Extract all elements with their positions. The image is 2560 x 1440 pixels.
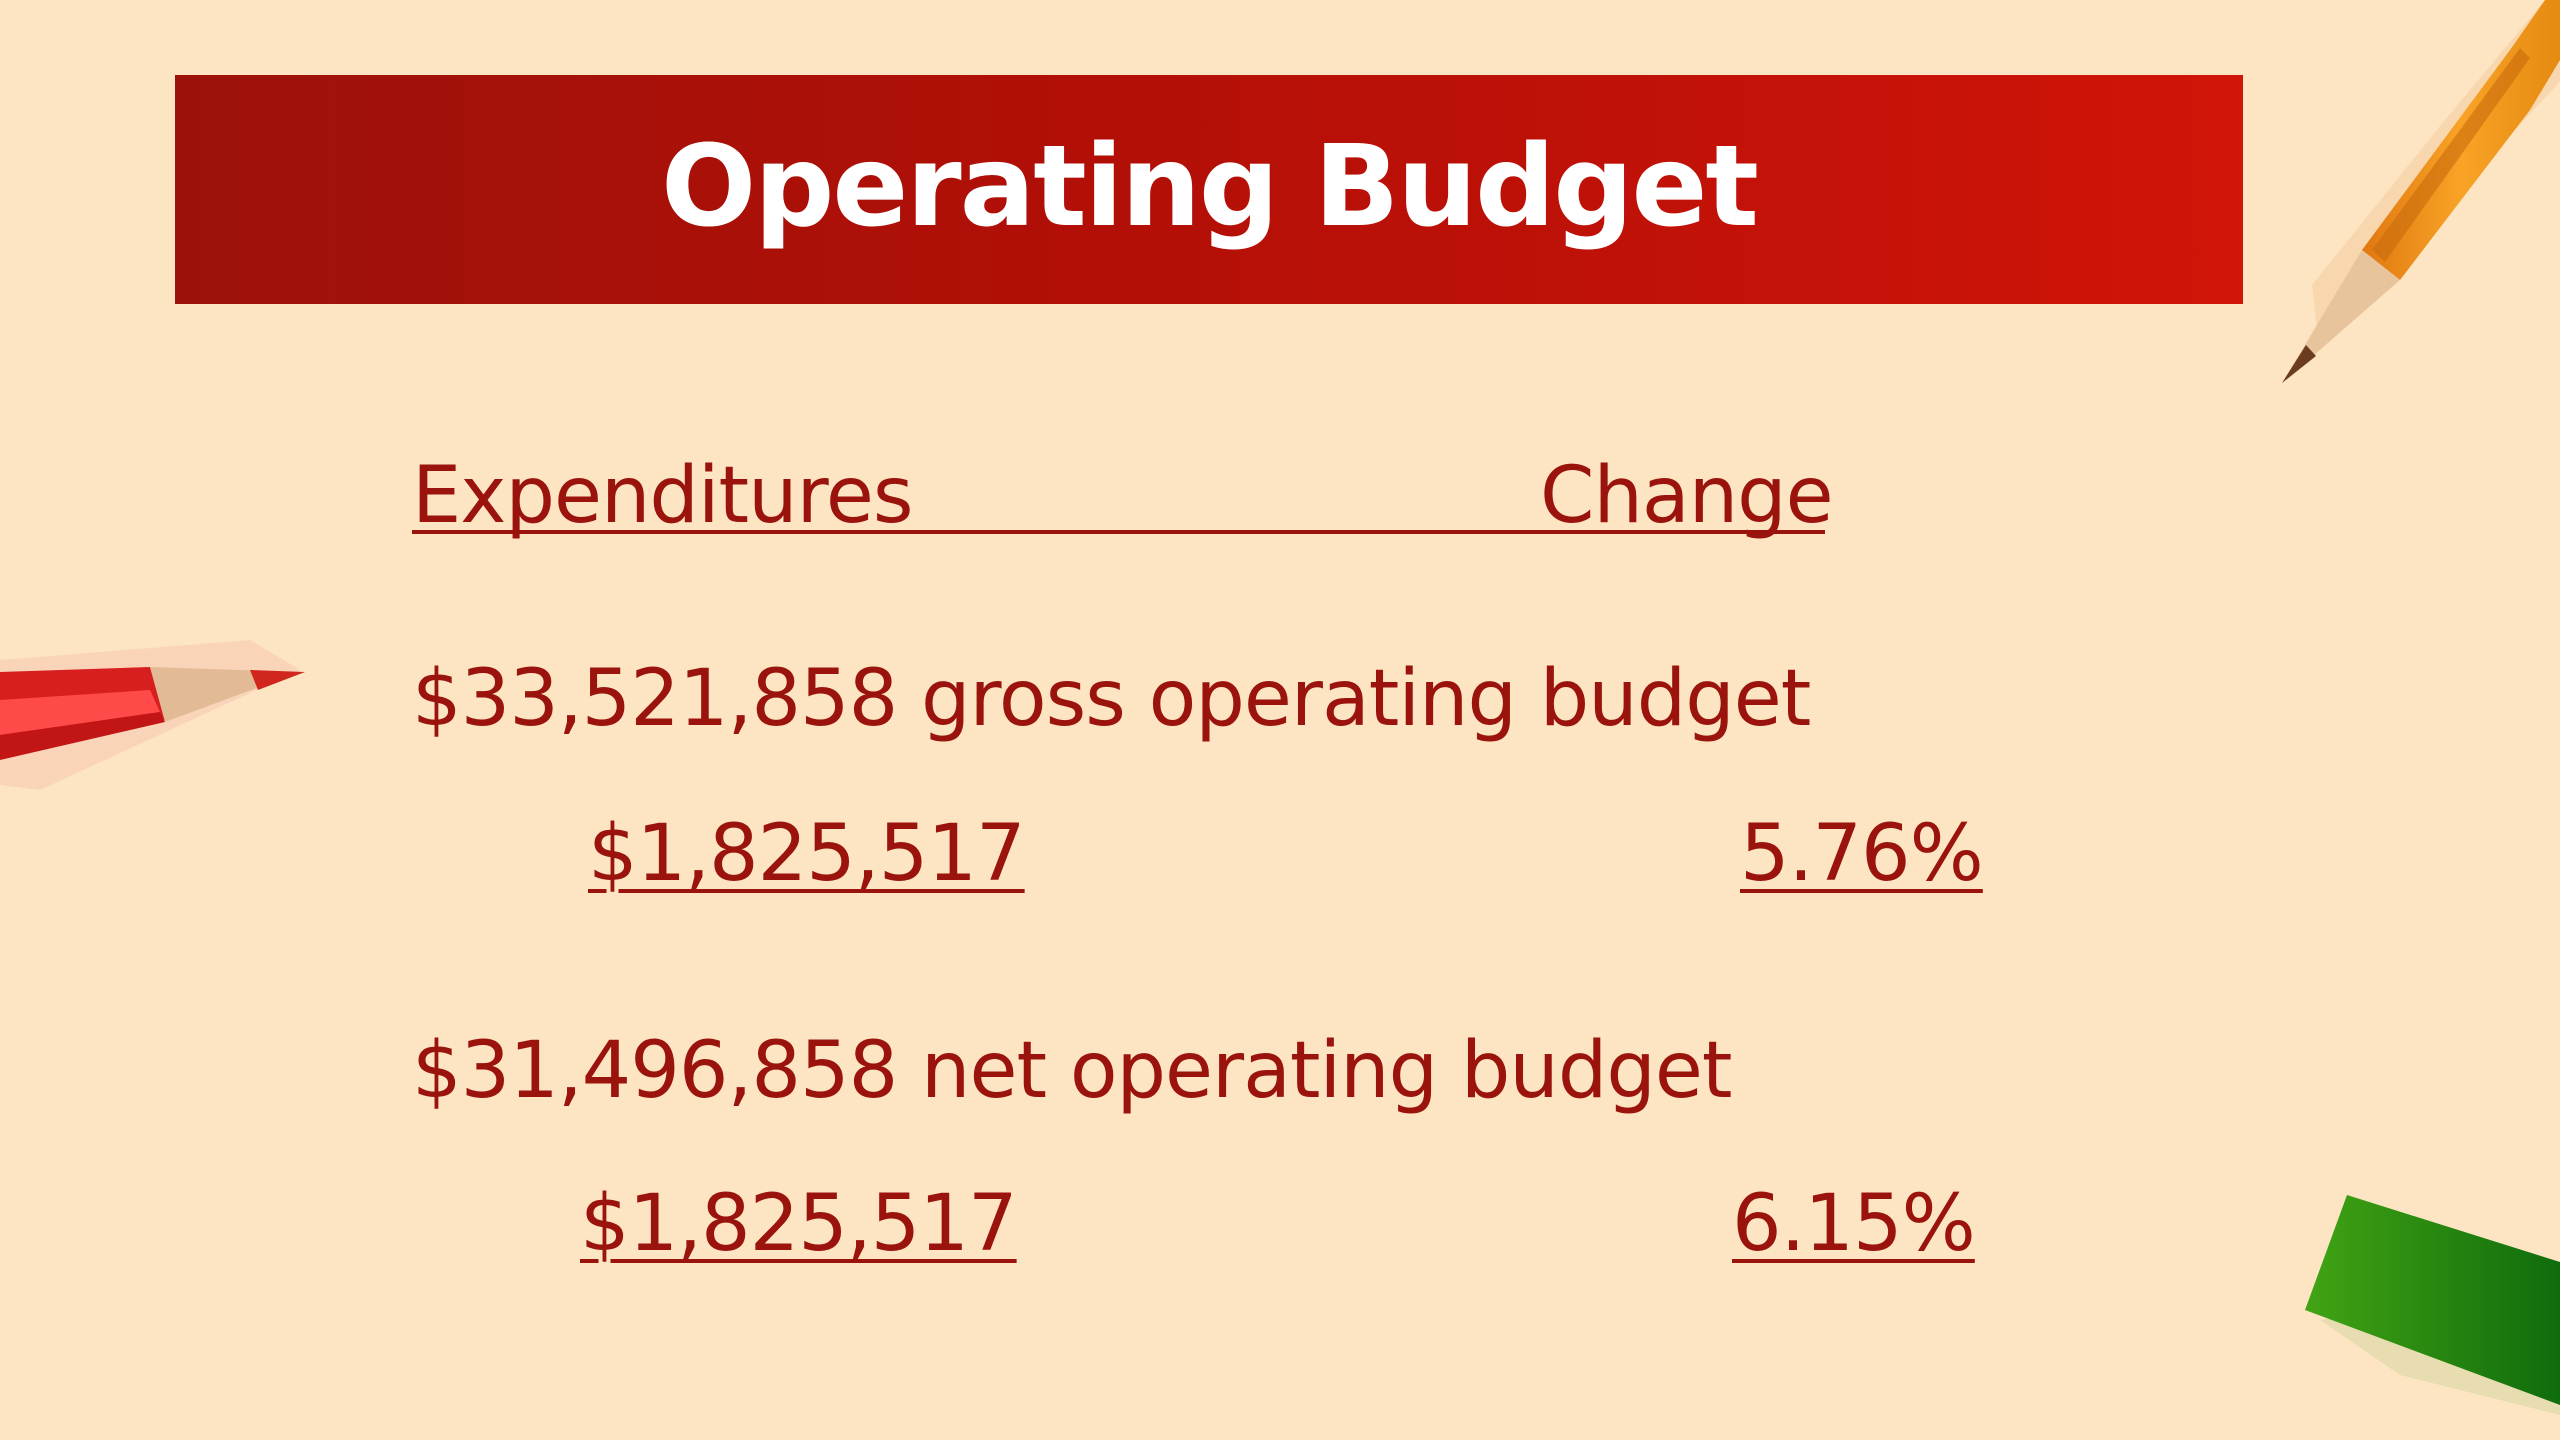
gross-change-percent: 5.76% bbox=[1740, 809, 1984, 899]
slide-title: Operating Budget bbox=[661, 121, 1759, 252]
gross-change-amount: $1,825,517 bbox=[588, 809, 1026, 899]
expenditures-header: Expenditures bbox=[412, 451, 914, 541]
net-change-percent: 6.15% bbox=[1732, 1179, 1976, 1269]
change-header: Change bbox=[1540, 451, 1834, 541]
header-underline bbox=[412, 530, 1825, 534]
net-change-amount: $1,825,517 bbox=[580, 1179, 1018, 1269]
gross-budget-label: $33,521,858 gross operating budget bbox=[412, 654, 1811, 744]
net-budget-label: $31,496,858 net operating budget bbox=[412, 1026, 1732, 1116]
title-bar: Operating Budget bbox=[175, 75, 2243, 304]
